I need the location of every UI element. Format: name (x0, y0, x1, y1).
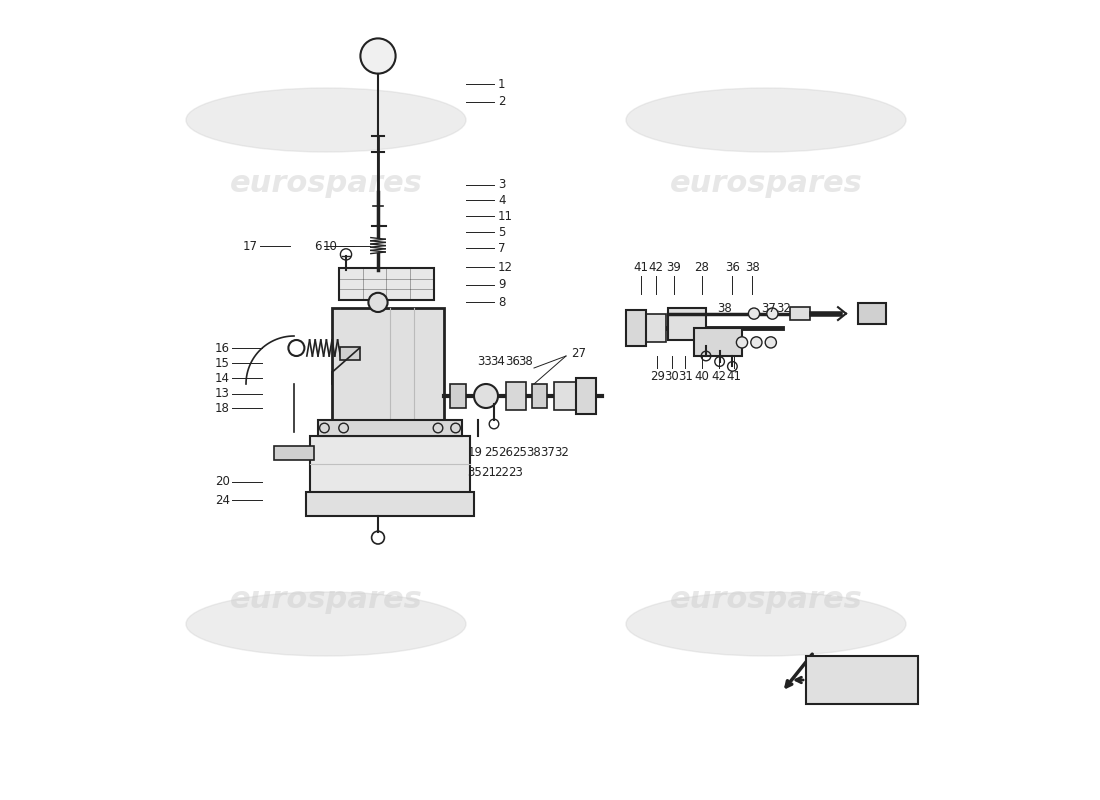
Circle shape (767, 308, 778, 319)
Circle shape (751, 337, 762, 348)
Text: 29: 29 (650, 370, 664, 383)
Text: 22: 22 (495, 466, 509, 479)
Text: 38: 38 (526, 446, 540, 458)
Text: 23: 23 (508, 466, 522, 479)
Text: 40: 40 (694, 370, 710, 383)
Text: 2: 2 (498, 95, 506, 108)
Text: 15: 15 (216, 357, 230, 370)
Text: 41: 41 (634, 261, 649, 274)
Bar (340, 347, 360, 360)
FancyBboxPatch shape (669, 308, 706, 340)
Text: 32: 32 (777, 302, 791, 315)
Bar (575, 378, 595, 414)
Text: eurospares: eurospares (670, 170, 862, 198)
Bar (646, 314, 666, 342)
Text: 8: 8 (498, 296, 505, 309)
Text: 30: 30 (664, 370, 679, 383)
Text: 36: 36 (505, 355, 520, 368)
Text: 26: 26 (498, 446, 514, 458)
Text: 38: 38 (518, 355, 532, 368)
Text: 9: 9 (498, 278, 506, 291)
Text: 20: 20 (216, 475, 230, 488)
Text: 24: 24 (214, 494, 230, 506)
Bar (506, 382, 526, 410)
Text: 10: 10 (323, 240, 338, 253)
Text: 21: 21 (481, 466, 496, 479)
Bar (626, 310, 646, 346)
Circle shape (474, 384, 498, 408)
Circle shape (766, 337, 777, 348)
Text: 14: 14 (214, 372, 230, 385)
Text: 37: 37 (540, 446, 556, 458)
Circle shape (736, 337, 748, 348)
Text: 33: 33 (477, 355, 492, 368)
Circle shape (748, 308, 760, 319)
Circle shape (361, 38, 396, 74)
Text: 42: 42 (712, 370, 726, 383)
Text: eurospares: eurospares (230, 586, 422, 614)
Text: 4: 4 (498, 194, 506, 206)
Text: 28: 28 (694, 261, 710, 274)
Text: 36: 36 (725, 261, 740, 274)
Bar (554, 382, 578, 410)
Text: 19: 19 (469, 446, 483, 458)
Text: 16: 16 (214, 342, 230, 354)
Text: 11: 11 (498, 210, 513, 222)
Text: 38: 38 (745, 261, 760, 274)
Text: 13: 13 (216, 387, 230, 400)
FancyBboxPatch shape (306, 492, 474, 516)
Text: 32: 32 (554, 446, 570, 458)
FancyBboxPatch shape (694, 328, 743, 356)
Text: 41: 41 (726, 370, 741, 383)
FancyBboxPatch shape (339, 268, 434, 300)
Bar (450, 384, 466, 408)
Circle shape (368, 293, 387, 312)
Text: 18: 18 (216, 402, 230, 414)
Text: 6: 6 (315, 240, 322, 253)
Text: 34: 34 (491, 355, 505, 368)
Text: 37: 37 (761, 302, 776, 315)
FancyBboxPatch shape (310, 436, 470, 496)
Text: 5: 5 (498, 226, 505, 238)
Text: 7: 7 (498, 242, 506, 254)
Ellipse shape (186, 592, 466, 656)
Ellipse shape (186, 88, 466, 152)
Text: 17: 17 (243, 240, 258, 253)
Text: 39: 39 (667, 261, 681, 274)
Text: eurospares: eurospares (230, 170, 422, 198)
Text: 25: 25 (484, 446, 499, 458)
Text: eurospares: eurospares (670, 586, 862, 614)
Text: 35: 35 (468, 466, 482, 479)
Text: 1: 1 (498, 78, 506, 90)
FancyBboxPatch shape (318, 420, 462, 436)
Text: 42: 42 (648, 261, 663, 274)
Bar (858, 303, 886, 324)
Text: 12: 12 (498, 261, 513, 274)
Text: 3: 3 (498, 178, 505, 191)
Bar (790, 307, 810, 320)
Text: 25: 25 (513, 446, 527, 458)
Ellipse shape (626, 592, 906, 656)
Text: 27: 27 (572, 347, 586, 360)
Polygon shape (806, 656, 918, 704)
Bar (274, 446, 313, 460)
FancyBboxPatch shape (332, 308, 444, 428)
Text: 38: 38 (717, 302, 732, 315)
Bar (532, 384, 547, 408)
Ellipse shape (626, 88, 906, 152)
Text: 31: 31 (678, 370, 693, 383)
